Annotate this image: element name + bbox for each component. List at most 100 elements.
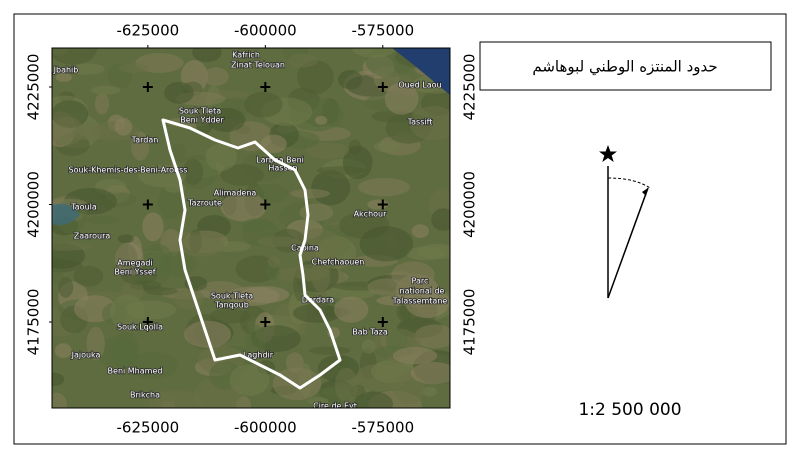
terrain-patch bbox=[52, 48, 98, 65]
terrain-patch bbox=[314, 115, 328, 125]
terrain-patch bbox=[114, 117, 133, 136]
place-label: Bab Taza bbox=[352, 328, 388, 337]
terrain-patch bbox=[316, 166, 366, 175]
terrain-patch bbox=[52, 242, 92, 251]
x-tick-label-top: -600000 bbox=[234, 22, 297, 40]
terrain-patch bbox=[170, 143, 186, 162]
place-label: Cabina bbox=[291, 244, 319, 253]
terrain-patch bbox=[431, 208, 450, 231]
terrain-patch bbox=[117, 234, 134, 244]
place-label: Hassen bbox=[268, 164, 297, 173]
terrain-patch bbox=[52, 116, 85, 146]
terrain-patch bbox=[55, 73, 73, 82]
terrain-patch bbox=[52, 372, 65, 387]
place-label: Amegadi bbox=[117, 259, 152, 268]
place-label: Taoula bbox=[70, 203, 97, 212]
declination-line bbox=[607, 187, 649, 299]
place-label: national de bbox=[400, 287, 445, 296]
place-label: Beni Ydder bbox=[180, 116, 224, 125]
terrain-patch bbox=[337, 69, 363, 90]
terrain-patch bbox=[177, 234, 225, 257]
terrain-patch bbox=[267, 256, 281, 268]
place-label: Alimadena bbox=[214, 189, 257, 198]
terrain-patch bbox=[192, 48, 222, 63]
terrain-patch bbox=[411, 224, 430, 239]
place-label: Souk-Khemis-des-Beni-Arouss bbox=[69, 166, 188, 175]
place-label: Souk Tleta bbox=[179, 107, 221, 116]
north-arrow bbox=[599, 145, 651, 299]
terrain-patch bbox=[58, 276, 74, 298]
x-tick-label-top: -575000 bbox=[351, 22, 414, 40]
x-tick-label-bottom: -625000 bbox=[117, 419, 180, 437]
terrain-patch bbox=[311, 170, 351, 206]
terrain-patch bbox=[308, 346, 351, 355]
terrain-patch bbox=[196, 114, 213, 135]
y-tick-label-left: 4200000 bbox=[25, 171, 43, 238]
terrain-patch bbox=[290, 188, 330, 199]
place-label: Zinat Telouan bbox=[231, 61, 285, 70]
x-tick-label-top: -625000 bbox=[117, 22, 180, 40]
terrain-patch bbox=[127, 351, 178, 379]
place-label: Beni Yssef bbox=[114, 268, 155, 277]
terrain-patch bbox=[257, 236, 301, 248]
place-label: Beni Mhamed bbox=[108, 367, 163, 376]
terrain-patch bbox=[244, 91, 283, 118]
place-label: Brikcha bbox=[130, 391, 160, 400]
map-frame bbox=[51, 47, 451, 409]
terrain-patch bbox=[245, 324, 266, 358]
terrain-patch bbox=[164, 81, 194, 104]
y-tick-label-left: 4175000 bbox=[25, 289, 43, 356]
terrain-patch bbox=[260, 134, 287, 154]
terrain-patch bbox=[70, 63, 105, 75]
terrain-patch bbox=[391, 261, 435, 289]
terrain-patch bbox=[354, 391, 393, 408]
terrain-patch bbox=[409, 106, 450, 141]
terrain-patch bbox=[292, 303, 342, 323]
place-label: Tanqoub bbox=[214, 301, 249, 310]
place-label: Tassift bbox=[407, 118, 433, 127]
terrain-patch bbox=[86, 326, 105, 361]
terrain-patch bbox=[414, 324, 450, 349]
terrain-patch bbox=[73, 265, 104, 287]
place-label: Laghdir bbox=[243, 351, 274, 360]
terrain-patch bbox=[384, 82, 419, 115]
legend-box bbox=[479, 41, 772, 91]
place-label: Parc bbox=[412, 277, 429, 286]
place-label: Talassemtane bbox=[392, 297, 448, 306]
place-label: Tazroute bbox=[187, 199, 222, 208]
lake bbox=[52, 203, 80, 225]
terrain-patch bbox=[229, 364, 270, 396]
x-tick-label-bottom: -600000 bbox=[234, 419, 297, 437]
terrain-patch bbox=[203, 67, 229, 86]
y-tick-label-right: 4175000 bbox=[461, 289, 479, 356]
place-label: Souk Lqolla bbox=[117, 323, 163, 332]
park-boundary bbox=[161, 118, 342, 390]
place-label: Jajouka bbox=[71, 351, 101, 360]
terrain-patch bbox=[405, 287, 450, 318]
terrain-patch bbox=[299, 203, 334, 222]
page-frame bbox=[13, 13, 787, 445]
terrain-patch bbox=[422, 386, 437, 397]
place-label: Chefchaouen bbox=[312, 258, 365, 267]
terrain-patch bbox=[220, 192, 267, 222]
terrain-patch bbox=[206, 107, 246, 132]
terrain-patch bbox=[410, 362, 450, 385]
terrain-patch bbox=[359, 226, 414, 262]
place-label: Souk Tleta bbox=[211, 292, 253, 301]
terrain-patch bbox=[367, 278, 407, 296]
terrain-patch bbox=[361, 339, 376, 354]
arrow-head bbox=[642, 188, 648, 196]
terrain-patch bbox=[115, 242, 144, 276]
terrain-patch bbox=[205, 143, 237, 171]
terrain-patch bbox=[138, 164, 187, 188]
terrain-patch bbox=[209, 308, 251, 324]
terrain-patch bbox=[307, 396, 329, 406]
terrain-patch bbox=[91, 85, 121, 95]
sea bbox=[392, 48, 450, 95]
terrain-patch bbox=[94, 93, 110, 115]
terrain-patch bbox=[54, 343, 72, 358]
terrain-patch bbox=[86, 216, 121, 225]
terrain-patch bbox=[142, 244, 173, 272]
